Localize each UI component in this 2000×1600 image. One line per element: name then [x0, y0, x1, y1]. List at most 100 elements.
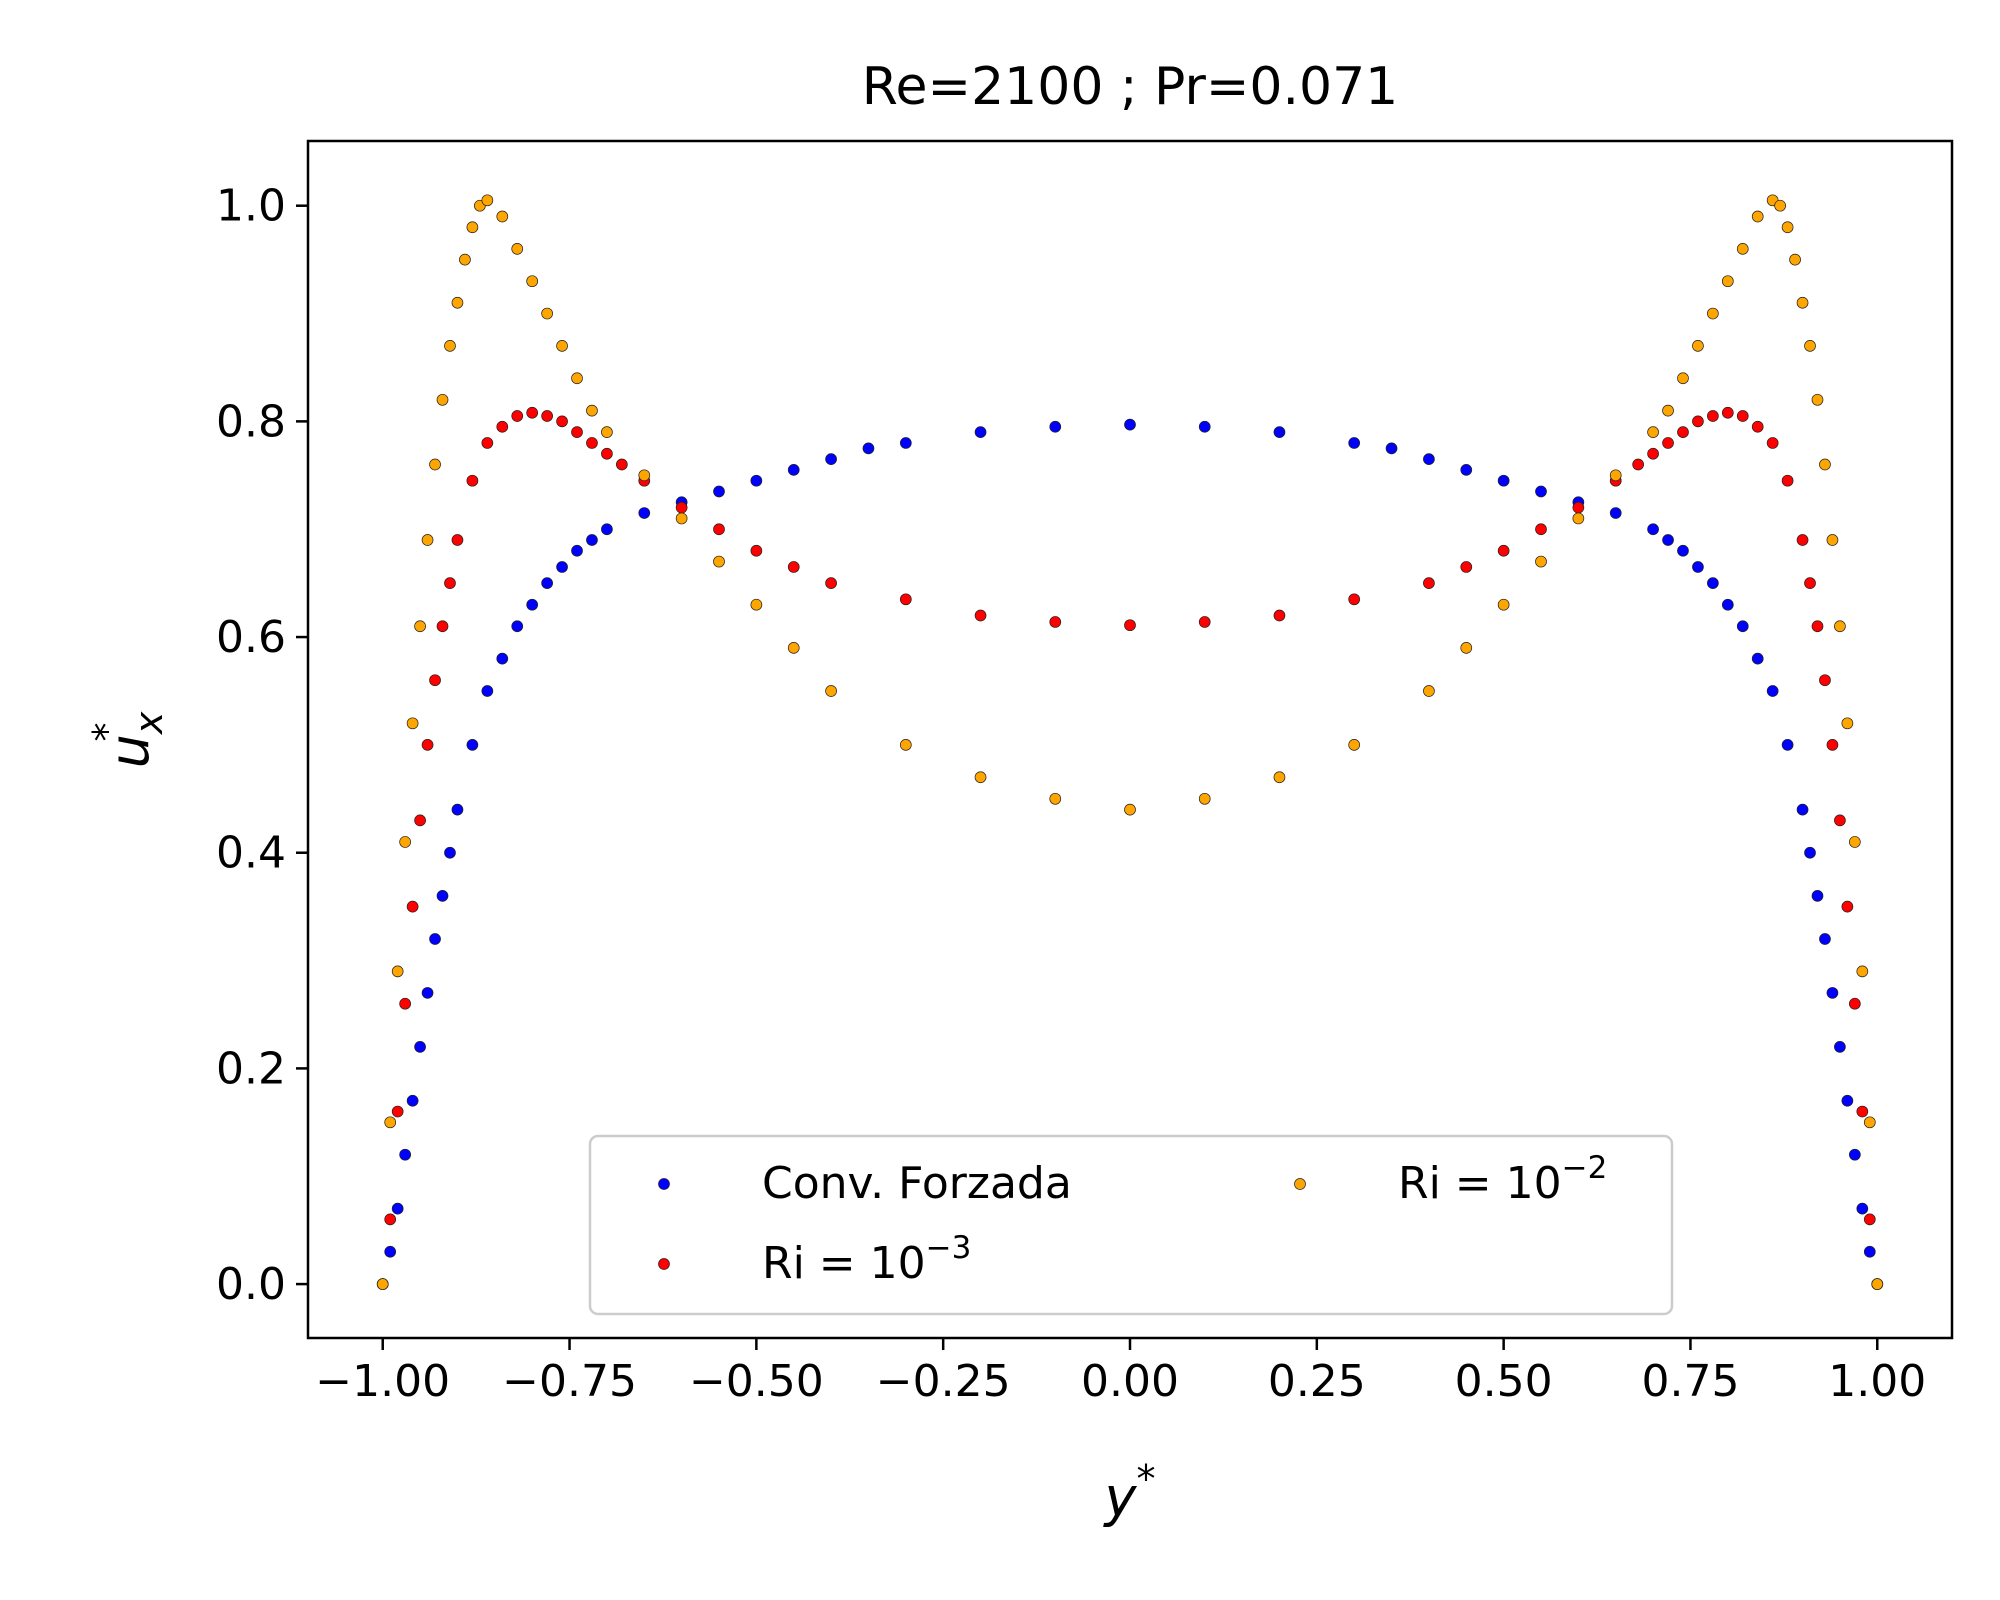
series-0-point [429, 933, 441, 945]
y-tick-label: 0.2 [216, 1043, 286, 1094]
series-2-point [459, 253, 471, 266]
legend-label-conv-forzada: Conv. Forzada [762, 1158, 1072, 1209]
series-1-point [496, 420, 509, 433]
y-axis-label-sub: x [127, 711, 171, 735]
series-1-point [391, 1105, 404, 1118]
series-2-point [1826, 534, 1839, 546]
series-0-point [1856, 1202, 1869, 1215]
series-2-point [974, 771, 987, 784]
series-2-point [556, 340, 568, 352]
series-2-point [421, 534, 434, 546]
series-1-point [1811, 620, 1824, 633]
series-0-point [406, 1094, 419, 1107]
series-2-point [481, 194, 494, 207]
series-1-point [556, 415, 568, 428]
series-2-point [1049, 792, 1062, 805]
series-2-point [496, 210, 509, 223]
series-2-point [444, 340, 456, 352]
series-0-point [421, 987, 434, 999]
series-0-point [1707, 577, 1719, 589]
series-0-point [1124, 418, 1136, 431]
series-0-point [825, 453, 837, 465]
series-2-point [429, 458, 441, 471]
series-1-point [1124, 619, 1136, 632]
series-1 [376, 406, 1884, 1290]
series-1-point [1423, 577, 1435, 589]
series-2-point [1198, 792, 1211, 805]
series-0-point [1848, 1148, 1861, 1161]
x-tick-label: −0.25 [876, 1356, 1011, 1407]
series-1-point [541, 410, 553, 422]
series-1-point [974, 609, 987, 622]
series-0-point [1736, 620, 1749, 633]
series-1-point [1736, 410, 1749, 422]
series-1-point [787, 561, 800, 573]
series-2-point [1273, 771, 1286, 784]
series-2-point [526, 275, 539, 288]
series-0-point [1460, 464, 1473, 476]
legend-label-ri-1e-3: Ri = 10−3 [762, 1230, 971, 1289]
series-2-point [1834, 620, 1846, 633]
series-0-point [444, 846, 456, 859]
series-0 [376, 418, 1884, 1290]
y-axis-label-base: u [98, 734, 161, 768]
legend-label-ri-1e-3-exp: −3 [926, 1230, 972, 1266]
series-1-point [1863, 1213, 1876, 1226]
series-1-point [1819, 674, 1831, 687]
series-1-point [481, 437, 494, 449]
series-0-point [1049, 420, 1062, 433]
series-0-point [511, 620, 524, 633]
series-2-point [1811, 393, 1824, 406]
series-1-point [466, 474, 479, 487]
x-tick-label: 1.00 [1828, 1356, 1926, 1407]
series-2-point [1819, 458, 1831, 471]
series-2-point [899, 739, 912, 751]
series-2-point [1348, 739, 1361, 751]
legend-box [588, 1134, 1674, 1316]
series-2-point [1677, 372, 1689, 385]
series-1-point [601, 447, 613, 460]
series-2-point [1609, 469, 1622, 482]
series-2-point [586, 404, 598, 417]
legend-marker-ri-1e-3 [658, 1258, 670, 1270]
series-1-point [675, 501, 688, 514]
series-1-point [1766, 437, 1779, 449]
series-0-point [586, 534, 598, 546]
series-2-point [1774, 199, 1786, 212]
series-2-point [1647, 426, 1659, 439]
series-1-point [1721, 406, 1734, 419]
series-0-point [899, 437, 912, 449]
series-0-point [601, 523, 613, 536]
series-0-point [1841, 1094, 1854, 1107]
legend-marker-ri-1e-2 [1294, 1178, 1306, 1190]
series-0-point [1721, 598, 1734, 611]
series-1-point [1572, 501, 1585, 514]
series-2-point [1124, 803, 1136, 816]
series-0-point [1811, 890, 1824, 902]
series-1-point [615, 458, 628, 471]
series-0-point [541, 577, 553, 589]
series-2 [376, 194, 1884, 1290]
x-axis-label-sup: * [1136, 1457, 1155, 1501]
series-1-point [384, 1213, 397, 1226]
series-0-point [1198, 420, 1211, 433]
series-0-point [1781, 739, 1794, 751]
series-1-point [1856, 1105, 1869, 1118]
legend-label-conv-forzada-text: Conv. Forzada [762, 1158, 1072, 1209]
legend-label-ri-1e-2-base: Ri = 10 [1398, 1158, 1562, 1209]
series-2-point [571, 372, 583, 385]
series-0-point [1535, 485, 1547, 498]
series-2-point [436, 393, 449, 406]
series-1-point [750, 544, 763, 557]
series-1-point [421, 739, 434, 751]
series-2-point [675, 512, 688, 525]
series-2-point [1423, 685, 1435, 697]
series-2-point [750, 598, 763, 611]
series-2-point [414, 620, 426, 633]
series-1-point [586, 437, 598, 449]
series-2-point [406, 717, 419, 730]
series-1-point [1707, 410, 1719, 422]
series-1-point [526, 406, 539, 419]
y-tick-label: 0.0 [216, 1259, 286, 1310]
series-1-point [1796, 534, 1809, 546]
